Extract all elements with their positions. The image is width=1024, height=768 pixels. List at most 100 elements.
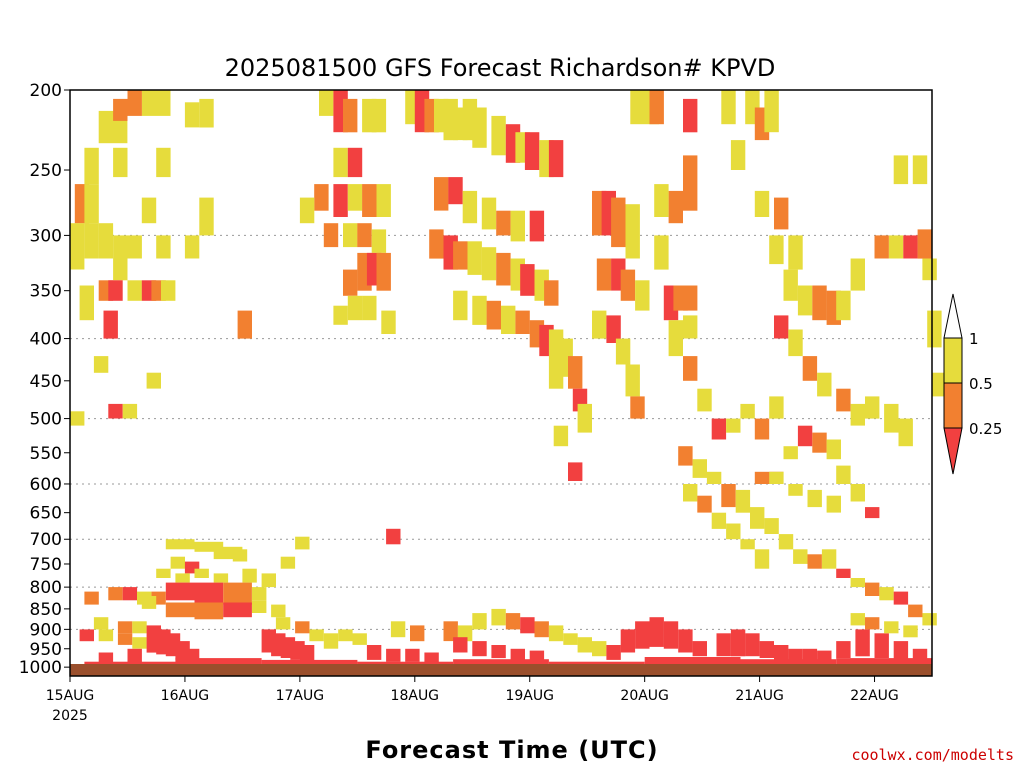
- ri-cell: [237, 310, 252, 339]
- ri-cell: [606, 315, 621, 343]
- ri-cell: [812, 432, 827, 453]
- ri-cell: [405, 648, 420, 662]
- ri-cell: [683, 98, 698, 133]
- ri-cell: [481, 247, 497, 281]
- ri-cell: [893, 155, 909, 185]
- ri-cell: [366, 645, 382, 660]
- ri-cell: [850, 403, 865, 426]
- ri-cell: [529, 650, 545, 662]
- richardson-cells: [70, 90, 947, 668]
- ri-cell: [817, 650, 832, 662]
- ri-cell: [156, 235, 171, 259]
- ri-cell: [568, 356, 583, 389]
- ri-cell: [443, 621, 458, 642]
- ri-cell: [352, 633, 367, 645]
- ri-cell: [812, 285, 827, 321]
- ri-cell: [850, 258, 865, 291]
- ri-cell: [884, 621, 899, 634]
- ri-cell: [213, 573, 229, 583]
- ri-cell: [836, 290, 851, 321]
- ri-cell: [141, 90, 171, 116]
- colorbar-legend: 1 0.5 0.25: [943, 293, 1002, 475]
- ri-cell: [774, 645, 789, 660]
- ri-cell: [295, 536, 310, 550]
- ri-cell: [453, 290, 468, 321]
- ri-cell: [625, 364, 640, 397]
- ri-cell: [510, 648, 525, 660]
- ri-cell: [678, 446, 693, 466]
- y-tick-label: 500: [30, 410, 62, 430]
- y-tick-label: 850: [30, 600, 62, 620]
- ri-cell: [893, 591, 909, 605]
- ri-cell: [472, 641, 487, 657]
- ri-cell: [754, 549, 770, 569]
- y-tick-label: 550: [30, 444, 62, 464]
- ri-cell: [797, 285, 813, 316]
- ri-cell: [223, 582, 252, 605]
- ri-cell: [678, 629, 693, 653]
- ri-cell: [108, 403, 123, 419]
- ri-cell: [98, 629, 114, 642]
- ri-cell: [683, 285, 698, 311]
- ri-cell: [769, 471, 784, 484]
- y-tick-label: 950: [30, 640, 62, 660]
- ri-cell: [472, 107, 487, 148]
- ri-cell: [84, 591, 99, 605]
- colorbar-bottom-arrow: [943, 427, 963, 475]
- ri-cell: [515, 310, 530, 334]
- ri-cell: [165, 602, 195, 618]
- ri-cell: [836, 388, 851, 412]
- y-tick-label: 200: [30, 81, 62, 101]
- y-tick-label: 400: [30, 330, 62, 350]
- ri-cell: [275, 617, 291, 630]
- y-tick-label: 450: [30, 372, 62, 392]
- ri-cell: [750, 507, 765, 529]
- ri-cell: [735, 489, 751, 513]
- x-tick-label: 21AUG: [735, 688, 784, 704]
- ri-cell: [788, 484, 803, 496]
- ri-cell: [491, 645, 506, 659]
- ri-cell: [793, 549, 808, 564]
- ri-cell: [496, 210, 511, 236]
- ri-cell: [903, 625, 918, 638]
- ri-cell: [630, 396, 645, 419]
- ri-cell: [122, 403, 138, 419]
- ri-cell: [357, 223, 372, 248]
- ri-cell: [774, 197, 789, 230]
- ri-cell: [850, 578, 865, 588]
- ri-cell: [711, 512, 727, 529]
- ri-cell: [544, 280, 559, 306]
- ri-cell: [874, 235, 889, 259]
- ri-cell: [491, 608, 506, 626]
- ri-cell: [654, 184, 669, 217]
- ri-cell: [271, 604, 286, 618]
- y-tick-label: 600: [30, 475, 62, 495]
- ri-cell: [194, 568, 209, 578]
- ri-cell: [683, 356, 698, 381]
- ri-cell: [170, 556, 185, 569]
- ri-cell: [716, 633, 731, 657]
- ri-cell: [462, 190, 478, 224]
- credit-text: coolwx.com/modelts: [851, 746, 1014, 764]
- ri-cell: [730, 140, 746, 170]
- ri-cell: [410, 625, 425, 642]
- x-tick-label: 15AUG: [46, 688, 95, 704]
- ri-cell: [127, 235, 142, 259]
- x-tick-label: 22AUG: [850, 688, 899, 704]
- ri-cell: [347, 147, 363, 178]
- ri-cell: [807, 554, 822, 569]
- ri-cell: [223, 602, 252, 618]
- ri-cell: [429, 229, 444, 259]
- ri-cell: [865, 582, 880, 596]
- ri-cell: [836, 641, 851, 658]
- ri-cell: [386, 528, 401, 545]
- ri-cell: [855, 629, 870, 657]
- ri-cell: [721, 484, 736, 508]
- y-tick-label: 900: [30, 620, 62, 640]
- ri-cell: [127, 90, 142, 116]
- ri-cell-surface: [836, 658, 932, 668]
- ri-cell: [79, 285, 94, 321]
- ri-cell: [93, 617, 109, 630]
- ri-cell: [127, 280, 142, 301]
